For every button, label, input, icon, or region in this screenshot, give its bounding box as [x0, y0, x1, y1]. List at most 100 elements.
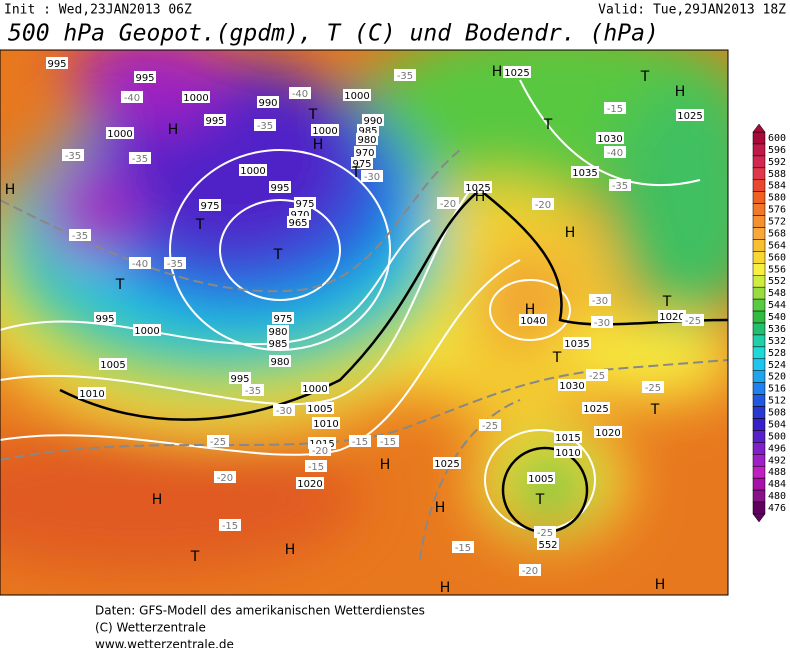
label-box [78, 387, 106, 399]
isobar [169, 149, 391, 351]
isobar-label: 1020 [659, 312, 684, 323]
pressure-center: H [435, 500, 446, 516]
isobar-label: 1020 [595, 428, 620, 439]
temperature-label: -20 [535, 200, 551, 211]
colorbar-swatch [752, 501, 766, 515]
label-box [129, 152, 151, 164]
isobar-label: 965 [288, 218, 307, 229]
label-box [356, 133, 378, 145]
isobar-label: 995 [270, 183, 289, 194]
colorbar-swatch [752, 167, 766, 181]
isobar-label: 1025 [677, 111, 702, 122]
label-box [658, 310, 686, 322]
colorbar-swatch [752, 203, 766, 216]
isobar-label: 975 [295, 199, 314, 210]
pressure-center: H [655, 577, 666, 593]
contour-552 [59, 188, 728, 421]
pressure-center: H [440, 580, 451, 596]
label-box [537, 538, 559, 550]
label-box [272, 312, 294, 324]
colorbar-tick-label: 528 [768, 348, 786, 359]
label-box [676, 109, 704, 121]
colorbar-tick-label: 476 [768, 503, 786, 514]
isobar-label: 1035 [572, 168, 597, 179]
label-box [267, 325, 289, 337]
temperature-label: -25 [645, 383, 661, 394]
isobar-label: 1000 [302, 384, 327, 395]
isobar-label: 970 [355, 148, 374, 159]
label-box [207, 435, 229, 447]
footer-source: Daten: GFS-Modell des amerikanischen Wet… [95, 604, 425, 618]
colorbar-tick-label: 584 [768, 181, 786, 192]
colorbar-swatch [752, 322, 766, 336]
colorbar-tick-label: 500 [768, 431, 786, 442]
isobar-label: 995 [95, 314, 114, 325]
temperature-label: -15 [455, 543, 471, 554]
colorbar-swatch [752, 215, 766, 228]
label-box [204, 114, 226, 126]
isobar-label: 1010 [79, 389, 104, 400]
label-box [301, 382, 329, 394]
colorbar-tick-label: 544 [768, 300, 786, 311]
colorbar-tick-label: 520 [768, 372, 786, 383]
label-box [354, 146, 376, 158]
label-box [46, 57, 68, 69]
isobar [219, 199, 341, 301]
colorbar-swatch [752, 418, 766, 431]
colorbar-tick-label: 556 [768, 264, 786, 275]
footer-copyright: (C) Wetterzentrale [95, 621, 206, 635]
isobar-label: 1025 [465, 183, 490, 194]
pressure-center: T [273, 247, 283, 263]
label-box [594, 426, 622, 438]
label-box [527, 472, 555, 484]
colorbar-swatch [752, 346, 766, 360]
isobar-label: 975 [273, 314, 292, 325]
label-box [586, 369, 608, 381]
label-box [642, 381, 664, 393]
temperature-label: -20 [440, 199, 456, 210]
label-box [604, 146, 626, 158]
isobar-label: 1030 [559, 381, 584, 392]
colorbar-swatch [752, 298, 766, 312]
isobar-label: 985 [268, 339, 287, 350]
colorbar-swatch [752, 263, 766, 276]
colorbar-tick-label: 496 [768, 443, 786, 454]
colorbar-swatch [752, 430, 766, 443]
colorbar-swatch [752, 239, 766, 252]
isobar-label: 1025 [434, 459, 459, 470]
isobar-label: 1040 [520, 316, 545, 327]
temperature-label: -20 [312, 446, 328, 457]
colorbar-swatch [752, 358, 766, 371]
isobar [489, 279, 571, 341]
label-box [229, 372, 251, 384]
pressure-center: T [650, 402, 660, 418]
pressure-center: H [492, 64, 503, 80]
label-box [519, 564, 541, 576]
colorbar-tick-label: 572 [768, 217, 786, 228]
label-box [589, 294, 611, 306]
pressure-center: H [475, 189, 486, 205]
label-box [311, 124, 339, 136]
pressure-center: H [152, 492, 163, 508]
isobar [0, 259, 521, 456]
temperature-label: -35 [245, 386, 261, 397]
label-box [554, 431, 582, 443]
isobar-label: 1035 [564, 339, 589, 350]
isotherm [0, 149, 461, 293]
isobar-label: 995 [230, 374, 249, 385]
pressure-center: T [351, 165, 361, 181]
isobar-label: 980 [270, 357, 289, 368]
temperature-label: -30 [594, 318, 610, 329]
label-box [62, 149, 84, 161]
temperature-label: -25 [589, 371, 605, 382]
colorbar-swatch [752, 477, 766, 491]
label-box [305, 460, 327, 472]
colorbar-tick-label: 516 [768, 384, 786, 395]
colorbar-tick-label: 524 [768, 360, 786, 371]
isobar-label: 1000 [183, 93, 208, 104]
colorbar-tick-label: 568 [768, 228, 786, 239]
temperature-label: -20 [217, 473, 233, 484]
isobar-label: 970 [290, 210, 309, 221]
label-box [164, 257, 186, 269]
label-box [94, 312, 116, 324]
